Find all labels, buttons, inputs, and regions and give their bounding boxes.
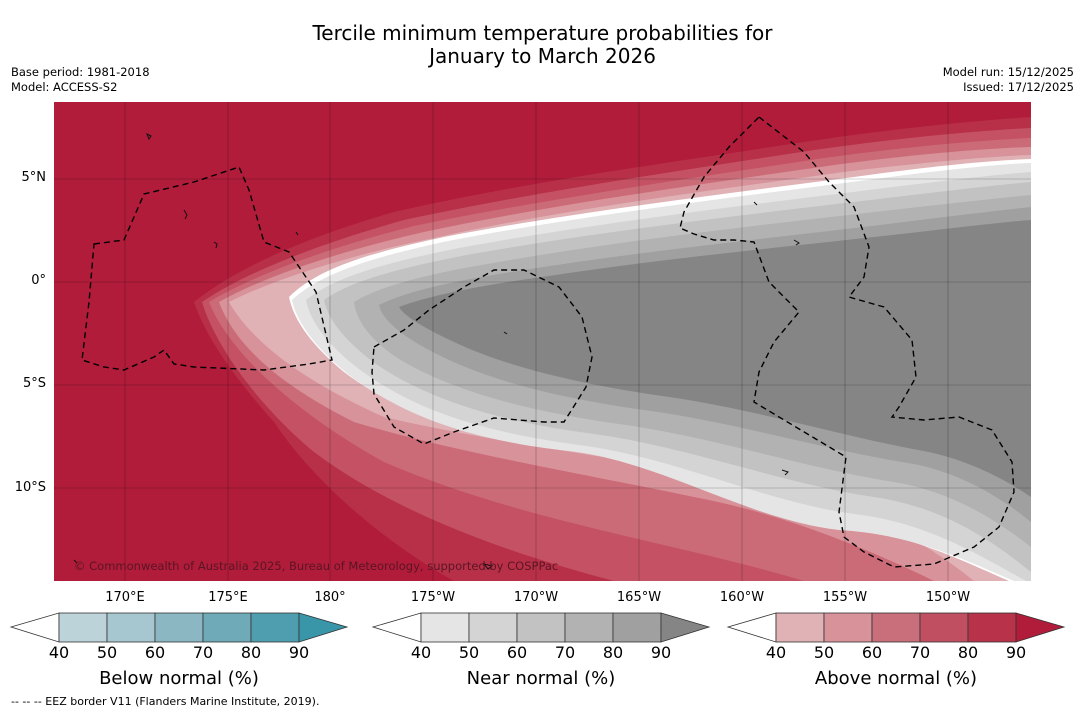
probability-map: © Commonwealth of Australia 2025, Bureau… [54,102,1031,581]
above-tick: 60 [861,643,883,662]
below-tick: 40 [48,643,70,662]
meta-right: Model run: 15/12/2025 Issued: 17/12/2025 [943,65,1074,95]
above-tick: 40 [765,643,787,662]
near-tick: 90 [650,643,672,662]
lat-label-10s: 10°S [14,480,46,495]
eez-border-phoenix [371,269,593,445]
issued-date: Issued: 17/12/2025 [963,80,1074,94]
eez-borders [81,116,1015,568]
meta-left: Base period: 1981-2018 Model: ACCESS-S2 [11,65,150,95]
above-tick: 70 [909,643,931,662]
colorbar-below [9,612,349,643]
lon-label-160w: 160°W [719,590,765,605]
above-tick: 90 [1005,643,1027,662]
title-line-2: January to March 2026 [429,44,656,68]
below-tick: 70 [192,643,214,662]
below-tick: 60 [144,643,166,662]
lon-label-150w: 150°W [925,590,971,605]
lon-label-180: 180° [314,590,346,605]
eez-border-note: -- -- -- EEZ border V11 (Flanders Marine… [11,695,320,708]
near-tick: 40 [410,643,432,662]
model-run: Model run: 15/12/2025 [942,65,1074,79]
near-tick: 50 [458,643,480,662]
islands [73,132,800,570]
above-tick: 80 [957,643,979,662]
above-normal-title: Above normal (%) [814,668,978,689]
near-normal-title: Near normal (%) [466,668,616,689]
lon-label-175e: 175°E [208,590,248,605]
lat-label-5s: 5°S [22,376,46,391]
near-90-zone [399,220,1031,497]
below-normal-title: Below normal (%) [99,668,259,689]
lon-label-165w: 165°W [616,590,662,605]
colorbar-near [371,612,711,643]
eez-border-line-islands [679,116,1015,568]
graticule [54,102,1031,581]
base-period: Base period: 1981-2018 [11,65,150,79]
below-tick: 80 [240,643,262,662]
title-line-1: Tercile minimum temperature probabilitie… [312,21,773,45]
below-tick: 90 [288,643,310,662]
figure-title: Tercile minimum temperature probabilitie… [0,22,1085,68]
lat-label-0: 0° [31,273,46,288]
colorbar-above [726,612,1066,643]
colorbars [9,612,1066,643]
lon-label-170w: 170°W [513,590,559,605]
copyright-note: © Commonwealth of Australia 2025, Bureau… [74,559,558,573]
probability-fills [54,102,1031,581]
below-tick: 50 [96,643,118,662]
near-tick: 80 [602,643,624,662]
near-tick: 70 [554,643,576,662]
near-tick: 60 [506,643,528,662]
model-name: Model: ACCESS-S2 [11,80,118,94]
above-tick: 50 [813,643,835,662]
lon-label-155w: 155°W [822,590,868,605]
lon-label-175w: 175°W [410,590,456,605]
lat-label-5n: 5°N [21,170,47,185]
lon-label-170e: 170°E [105,590,145,605]
